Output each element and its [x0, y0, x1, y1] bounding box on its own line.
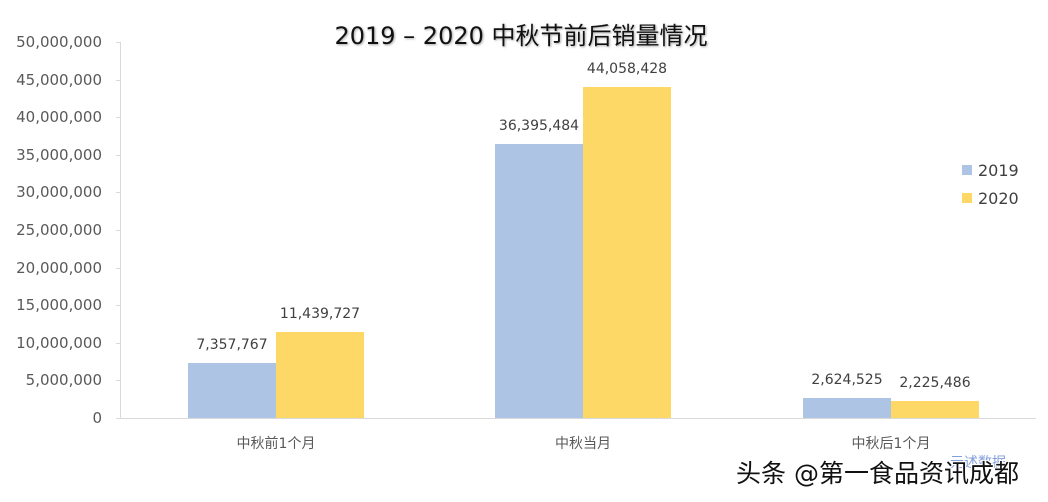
y-axis-line	[120, 42, 121, 418]
legend-swatch-2020	[962, 193, 972, 203]
x-category-label: 中秋前1个月	[236, 436, 316, 452]
y-tick-label: 45,000,000	[16, 70, 102, 89]
x-axis-line	[120, 418, 1036, 419]
y-tick-mark	[116, 117, 120, 119]
data-label: 2,624,525	[811, 372, 883, 389]
data-label: 44,058,428	[586, 60, 668, 77]
legend-label-2019: 2019	[978, 160, 1019, 180]
x-category-label: 中秋后1个月	[851, 436, 931, 452]
legend-item-2020: 2020	[962, 184, 1019, 212]
bar-2020-1	[583, 86, 671, 418]
legend-item-2019: 2019	[962, 156, 1019, 184]
data-label: 11,439,727	[279, 305, 361, 322]
y-tick-label: 5,000,000	[25, 371, 102, 390]
y-tick-label: 20,000,000	[16, 258, 102, 277]
y-tick-mark	[116, 230, 120, 231]
y-tick-mark	[116, 418, 120, 419]
legend-swatch-2019	[962, 165, 972, 175]
y-tick-mark	[116, 342, 120, 344]
y-tick-mark	[116, 154, 120, 156]
y-tick-label: 15,000,000	[16, 296, 102, 315]
y-tick-label: 50,000,000	[16, 33, 102, 51]
y-tick-label: 25,000,000	[16, 221, 102, 239]
y-tick-label: 10,000,000	[16, 333, 102, 352]
y-tick-mark	[116, 192, 120, 194]
y-tick-mark	[116, 267, 120, 269]
y-tick-label: 35,000,000	[16, 145, 102, 164]
y-tick-label: 30,000,000	[16, 183, 102, 202]
bar-2020-2	[891, 401, 979, 418]
legend-label-2020: 2020	[978, 188, 1019, 208]
chart-title: 2019 – 2020 中秋节前后销量情况	[334, 22, 708, 50]
bar-2019-2	[803, 398, 891, 418]
data-label: 2,225,486	[899, 375, 971, 392]
legend: 2019 2020	[962, 156, 1019, 212]
bar-2020-0	[276, 331, 364, 418]
y-tick-mark	[116, 380, 120, 382]
x-category-label: 中秋当月	[555, 436, 611, 452]
y-tick-mark	[116, 305, 120, 307]
y-axis: 0 5,000,000 10,000,000 15,000,000 20,000,000…	[0, 0, 110, 502]
bar-2019-1	[495, 144, 583, 418]
watermark-text: 头条 @第一食品资讯成都	[736, 459, 1019, 488]
y-tick-mark	[116, 42, 120, 43]
data-label: 36,395,484	[498, 118, 580, 135]
bar-2019-0	[188, 362, 276, 418]
y-tick-mark	[116, 79, 120, 81]
y-tick-label: 40,000,000	[16, 108, 102, 127]
data-label: 7,357,767	[196, 336, 268, 353]
watermark-logo: 元述数据	[950, 455, 1006, 471]
y-tick-label: 0	[92, 409, 102, 427]
